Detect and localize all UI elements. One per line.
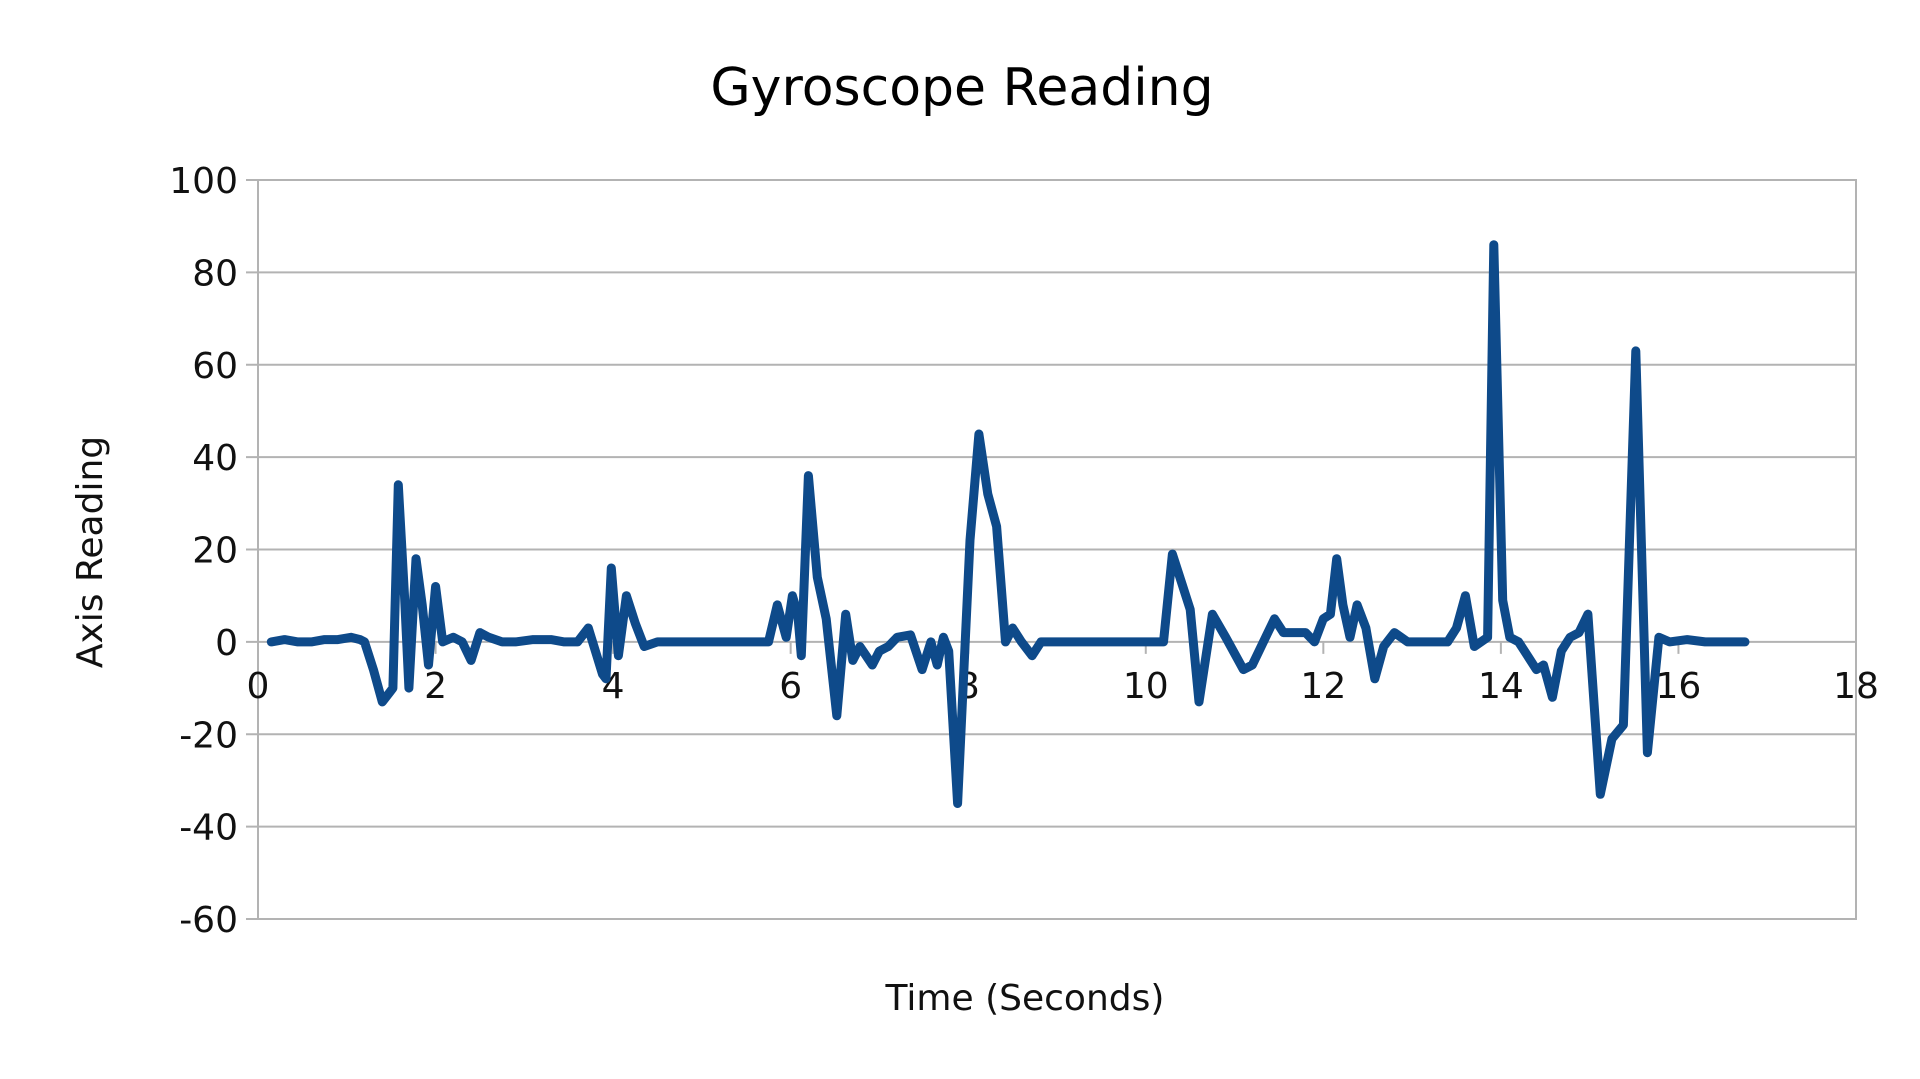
y-axis-tick-labels: 100 80 60 40 20 0 -20 -40 -60 [169, 161, 238, 941]
y-tick-label: 0 [215, 623, 238, 664]
x-axis-tick-labels: 0 2 4 6 8 10 12 14 16 18 [247, 641, 1879, 707]
x-tick-label: 0 [247, 666, 270, 707]
y-tick-label: 80 [192, 253, 238, 294]
y-axis-title: Axis Reading [70, 436, 111, 668]
y-tick-label: 60 [192, 346, 238, 387]
y-tick-label: 40 [192, 438, 238, 479]
horizontal-gridlines [246, 179, 1856, 920]
chart-title: Gyroscope Reading [710, 58, 1213, 118]
x-tick-label: 6 [779, 666, 802, 707]
x-tick-label: 2 [424, 666, 447, 707]
gyroscope-series-line [266, 240, 1750, 808]
x-axis-title: Time (Seconds) [885, 978, 1165, 1019]
x-tick-label: 18 [1833, 666, 1879, 707]
y-tick-label: -60 [179, 900, 238, 941]
x-tick-label: 14 [1478, 666, 1524, 707]
x-tick-label: 12 [1300, 666, 1346, 707]
x-tick-label: 10 [1123, 666, 1169, 707]
y-tick-label: -40 [179, 808, 238, 849]
y-tick-label: 20 [192, 531, 238, 572]
y-tick-label: -20 [179, 715, 238, 756]
plot-area-border [257, 179, 1857, 920]
y-tick-label: 100 [169, 161, 238, 202]
x-tick-label: 16 [1656, 666, 1702, 707]
